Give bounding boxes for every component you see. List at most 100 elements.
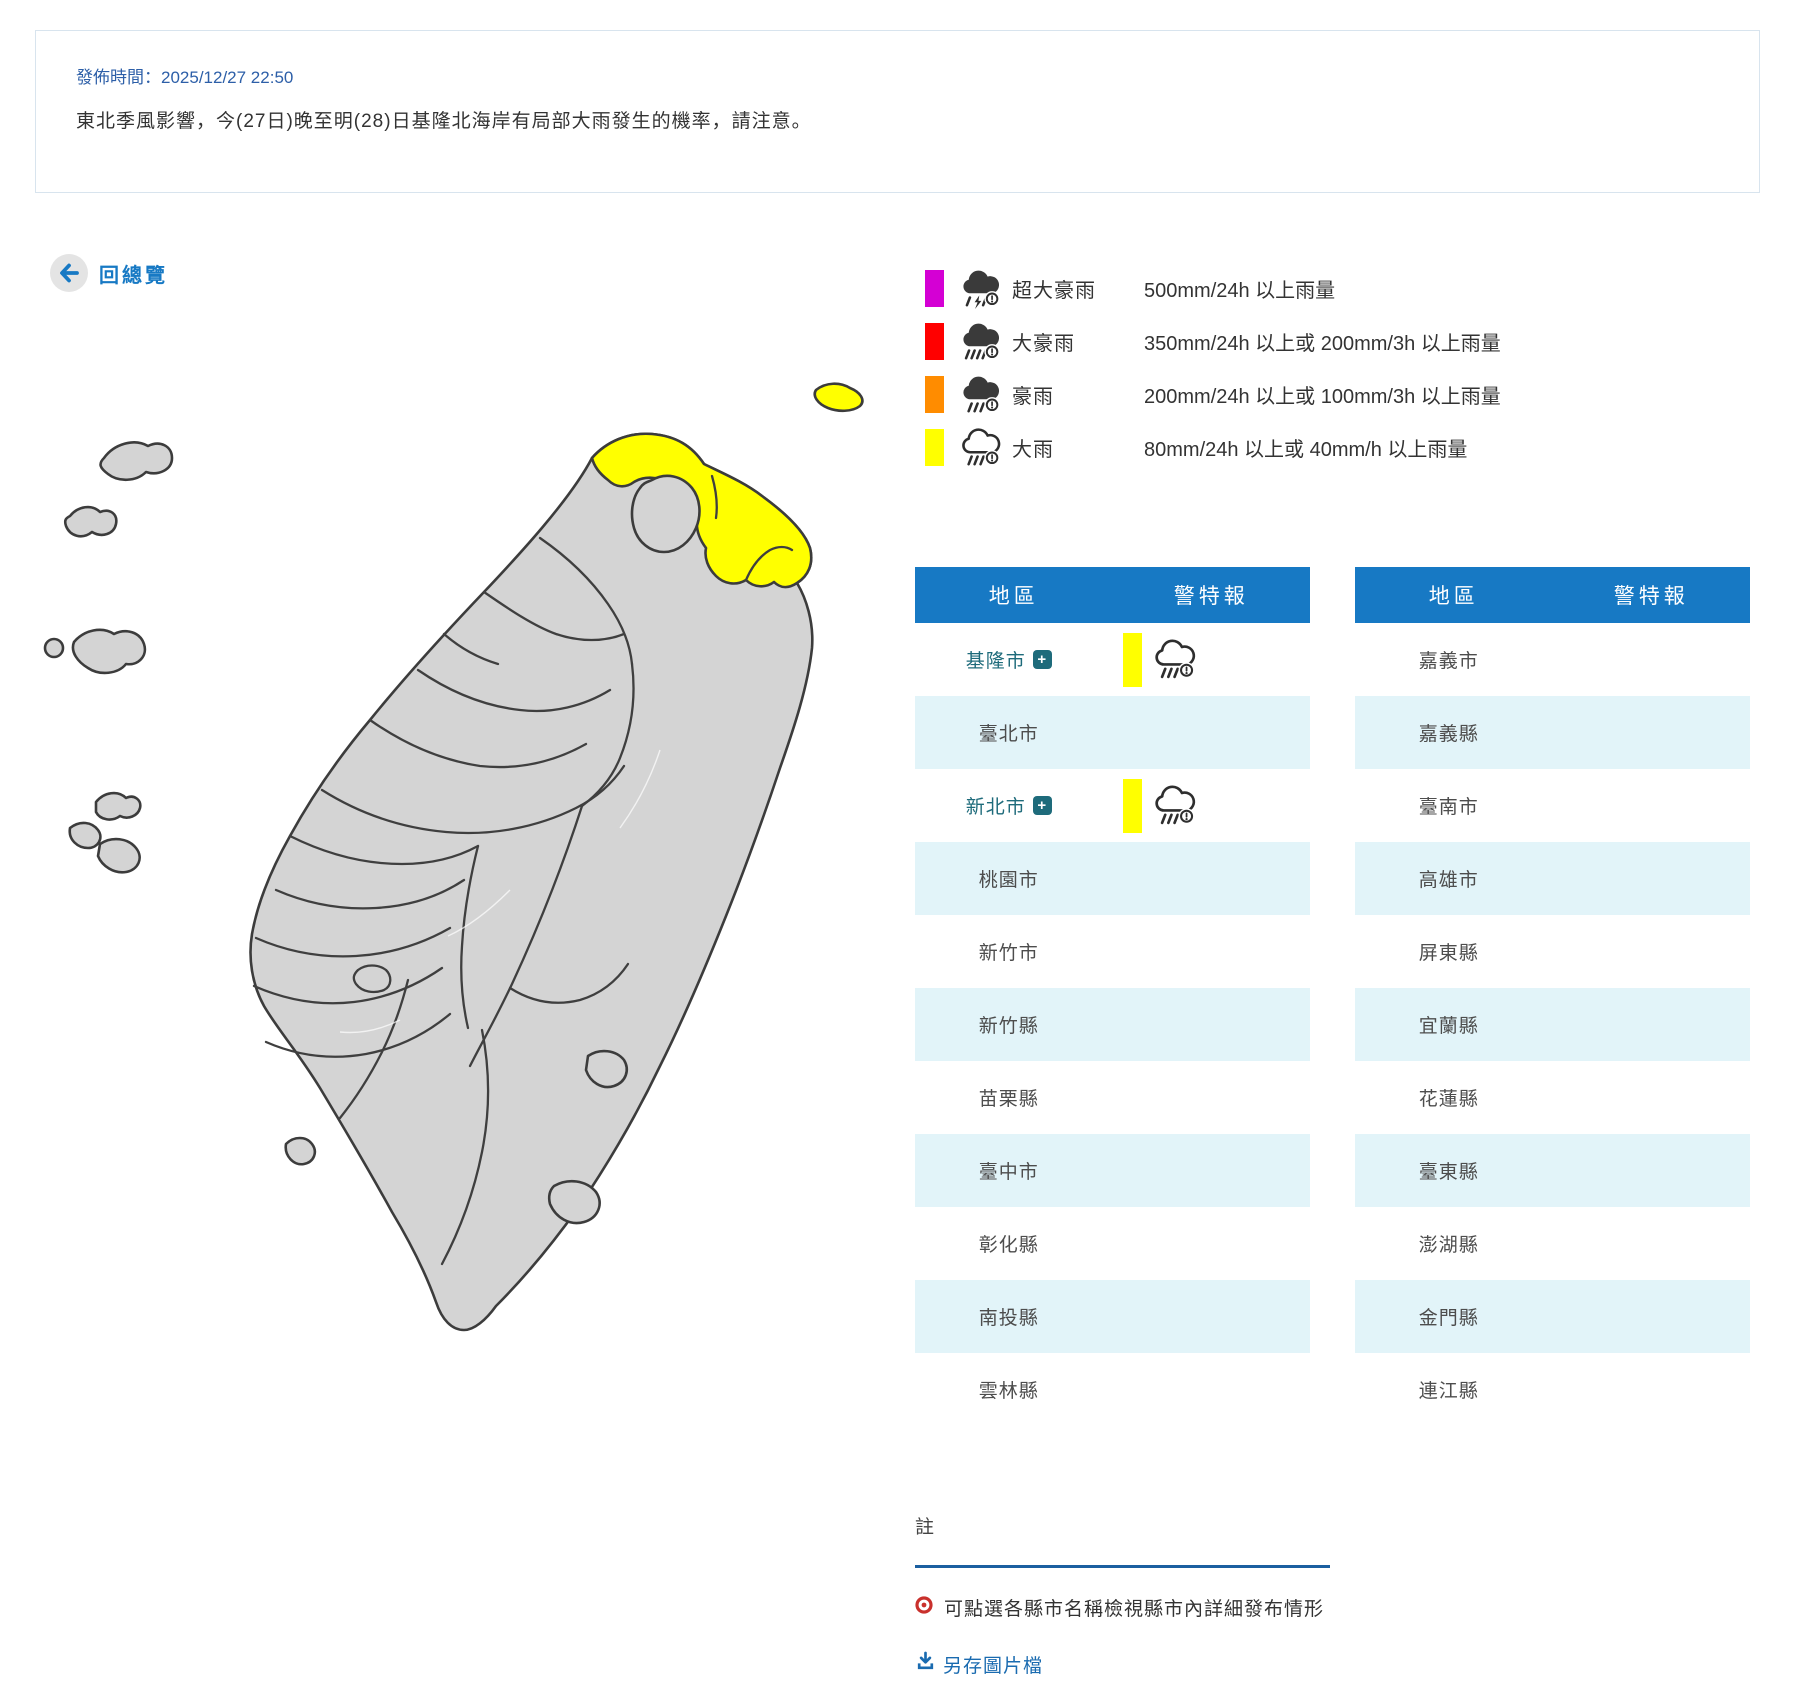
region-label[interactable]: 基隆市 [965,651,1026,672]
legend-label: 超大豪雨 [1012,280,1096,302]
warning-cell [1103,1353,1311,1426]
region-label[interactable]: 臺中市 [978,1162,1039,1183]
cloud-rain-icon [958,370,1004,420]
publish-time: 發佈時間：2025/12/27 22:50 [76,68,294,87]
cloud-rain-outline-icon [1151,780,1199,832]
map-island-green[interactable] [584,1049,628,1089]
region-label[interactable]: 苗栗縣 [978,1089,1039,1110]
highlight-inner-borders [710,474,794,582]
table-row: 雲林縣 [915,1353,1310,1426]
warning-cell [1543,1061,1751,1134]
region-cell: 苗栗縣 [915,1061,1103,1134]
region-label[interactable]: 南投縣 [978,1308,1039,1329]
warning-cell [1103,915,1311,988]
table-row: 花蓮縣 [1355,1061,1750,1134]
warning-cell [1103,769,1311,842]
legend-label: 豪雨 [1012,386,1054,408]
region-cell: 屏東縣 [1355,915,1543,988]
region-label[interactable]: 彰化縣 [978,1235,1039,1256]
warning-table-west: 地區 警特報 基隆市 + 臺北市新北市 + 桃園市新竹市新竹縣苗栗縣臺中市彰化縣南投縣雲… [915,567,1310,1426]
warning-cell [1543,842,1751,915]
legend-description: 350mm/24h 以上或 200mm/3h 以上雨量 [1144,333,1501,355]
legend-item: 豪雨 200mm/24h 以上或 100mm/3h 以上雨量 [925,368,1501,421]
region-cell: 澎湖縣 [1355,1207,1543,1280]
map-island-orchid[interactable] [547,1179,601,1225]
notice-box: 發佈時間：2025/12/27 22:50 東北季風影響，今(27日)晚至明(2… [35,30,1760,193]
legend-label: 大豪雨 [1012,333,1075,355]
warning-cell [1103,1134,1311,1207]
region-cell: 嘉義縣 [1355,696,1543,769]
region-cell: 桃園市 [915,842,1103,915]
table-row: 高雄市 [1355,842,1750,915]
map-island-kinmen[interactable] [71,628,147,675]
region-cell: 宜蘭縣 [1355,988,1543,1061]
region-label[interactable]: 高雄市 [1418,870,1479,891]
region-label[interactable]: 金門縣 [1418,1308,1479,1329]
table-row: 金門縣 [1355,1280,1750,1353]
plus-icon[interactable]: + [1032,650,1052,669]
region-label[interactable]: 新竹縣 [978,1016,1039,1037]
plus-icon[interactable]: + [1032,796,1052,815]
map-island-matsu-north[interactable] [99,441,174,482]
legend-item: 超大豪雨 500mm/24h 以上雨量 [925,262,1501,315]
note-item: 可點選各縣市名稱檢視縣市內詳細發布情形 [915,1594,1475,1621]
map-island-penghu-1[interactable] [94,791,142,821]
region-label[interactable]: 嘉義市 [1418,651,1479,672]
region-cell: 臺北市 [915,696,1103,769]
arrow-left-icon [50,254,88,292]
warning-cell [1103,842,1311,915]
table-row: 屏東縣 [1355,915,1750,988]
table-row: 彰化縣 [915,1207,1310,1280]
save-image-link[interactable]: 另存圖片檔 [915,1651,1475,1678]
map-highlight-north-coast[interactable] [590,432,813,589]
legend-item: 大雨 80mm/24h 以上或 40mm/h 以上雨量 [925,421,1501,474]
region-cell: 金門縣 [1355,1280,1543,1353]
taiwan-map[interactable] [40,330,880,1450]
map-island-liuqiu[interactable] [284,1136,317,1166]
region-cell: 新北市 + [915,769,1103,842]
table-row: 臺中市 [915,1134,1310,1207]
table-row: 苗栗縣 [915,1061,1310,1134]
map-highlight-offshore-island[interactable] [813,382,864,413]
region-label[interactable]: 桃園市 [978,870,1039,891]
notes-divider [915,1565,1330,1568]
map-island-kinmen-islet[interactable] [43,637,65,659]
region-label[interactable]: 連江縣 [1418,1381,1479,1402]
region-label[interactable]: 花蓮縣 [1418,1089,1479,1110]
table-row: 基隆市 + [915,623,1310,696]
region-label[interactable]: 澎湖縣 [1418,1235,1479,1256]
region-cell: 連江縣 [1355,1353,1543,1426]
back-to-overview-link[interactable]: 回總覽 [50,254,168,292]
cloud-rain-outline-icon [958,423,1004,473]
table-row: 臺東縣 [1355,1134,1750,1207]
legend-item: 大豪雨 350mm/24h 以上或 200mm/3h 以上雨量 [925,315,1501,368]
table-row: 宜蘭縣 [1355,988,1750,1061]
region-label[interactable]: 臺南市 [1418,797,1479,818]
taiwan-map-svg[interactable] [40,330,880,1450]
map-island-matsu-south[interactable] [63,505,118,538]
table-header: 地區 警特報 [915,567,1310,623]
region-label[interactable]: 屏東縣 [1418,943,1479,964]
column-header-warning: 警特報 [1173,585,1249,608]
region-label[interactable]: 臺北市 [978,724,1039,745]
warning-cell [1103,1207,1311,1280]
warning-cell [1103,988,1311,1061]
note-text: 可點選各縣市名稱檢視縣市內詳細發布情形 [944,1599,1325,1620]
notes-section: 註 可點選各縣市名稱檢視縣市內詳細發布情形 另存圖片檔 [915,1512,1475,1678]
region-cell: 臺南市 [1355,769,1543,842]
region-cell: 新竹市 [915,915,1103,988]
region-label[interactable]: 新竹市 [978,943,1039,964]
region-label[interactable]: 嘉義縣 [1418,724,1479,745]
map-island-penghu-3[interactable] [96,837,141,874]
table-row: 新北市 + [915,769,1310,842]
warning-table-east: 地區 警特報 嘉義市 嘉義縣 臺南市 高雄市 屏東縣 宜蘭縣 花蓮縣 臺東縣 澎湖縣 金門縣 連江縣 [1355,567,1750,1426]
map-taipei-enclave[interactable] [630,474,701,554]
region-label[interactable]: 臺東縣 [1418,1162,1479,1183]
legend-description: 80mm/24h 以上或 40mm/h 以上雨量 [1144,439,1468,461]
region-label[interactable]: 宜蘭縣 [1418,1016,1479,1037]
map-island-penghu-2[interactable] [68,821,102,850]
region-cell: 嘉義市 [1355,623,1543,696]
legend-color-swatch [925,429,944,466]
region-label[interactable]: 雲林縣 [978,1381,1039,1402]
region-label[interactable]: 新北市 [965,797,1026,818]
